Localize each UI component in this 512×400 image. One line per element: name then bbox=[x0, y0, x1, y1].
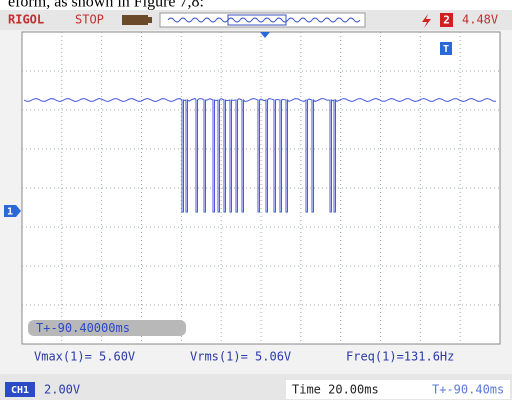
run-status: STOP bbox=[75, 13, 104, 27]
channel-label: CH1 bbox=[11, 385, 29, 396]
trigger-level-marker: T bbox=[443, 44, 449, 55]
measurement: Vrms(1)= 5.06V bbox=[190, 350, 291, 364]
trigger-source: 2 bbox=[443, 14, 450, 27]
memory-icon-tip bbox=[148, 17, 152, 23]
measurement: Vmax(1)= 5.60V bbox=[34, 350, 135, 364]
timebase: Time 20.00ms bbox=[292, 383, 379, 397]
offset-readout: T+-90.40000ms bbox=[36, 321, 130, 335]
memory-icon bbox=[122, 15, 148, 25]
caption: eform, as shown in Figure 7,8: bbox=[8, 0, 204, 11]
channel-marker: 1 bbox=[7, 207, 13, 218]
page: eform, as shown in Figure 7,8: RIGOL STO… bbox=[0, 0, 512, 400]
vertical-scale: 2.00V bbox=[44, 383, 80, 397]
measurement: Freq(1)=131.6Hz bbox=[346, 350, 454, 364]
oscilloscope-screenshot: eform, as shown in Figure 7,8: RIGOL STO… bbox=[0, 0, 512, 400]
horizontal-offset: T+-90.40ms bbox=[432, 383, 504, 397]
brand: RIGOL bbox=[8, 13, 44, 27]
trigger-level: 4.48V bbox=[462, 13, 498, 27]
